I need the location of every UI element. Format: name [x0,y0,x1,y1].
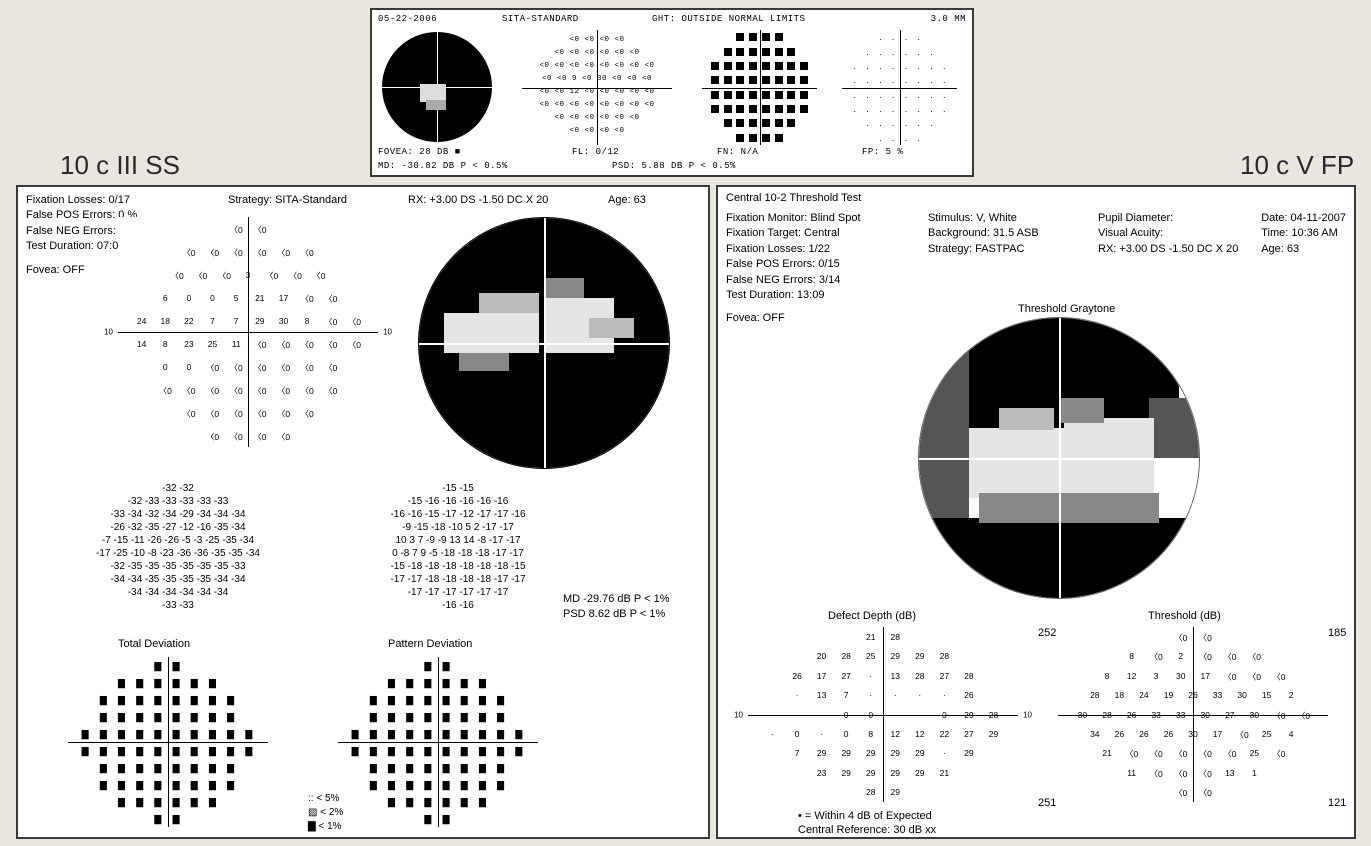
top-graytone [382,32,492,142]
left-title: 10 c III SS [60,150,180,181]
graytone-label: Threshold Graytone [1018,302,1115,317]
pupil: Pupil Diameter: [1098,211,1238,226]
top-fovea: FOVEA: 28 DB ■ [378,147,461,157]
legend-5pct: :: < 5% [308,792,343,806]
left-graytone [418,217,670,469]
left-psd: PSD 8.62 dB P < 1% [563,607,665,622]
sum-tr: 185 [1328,627,1346,639]
test-duration: Test Duration: 13:09 [726,288,861,303]
right-reliability: Fixation Monitor: Blind Spot Fixation Ta… [726,211,861,327]
top-md: MD: -30.82 DB P < 0.5% [378,161,508,171]
top-date: 05-22-2006 [378,14,437,24]
axis-label: 10 [104,328,113,337]
left-md: MD -29.76 dB P < 1% [563,592,670,607]
fp-errors: False POS Errors: 0/15 [726,257,861,272]
visual-acuity: Visual Acuity: [1098,226,1238,241]
dd-label: Defect Depth (dB) [828,609,916,624]
top-summary-panel: 05-22-2006 SITA-STANDARD GHT: OUTSIDE NO… [370,8,974,177]
right-graytone: 10 10 [918,317,1200,599]
left-threshold-grid: 10 10 〈0〈0〈0〈0〈0〈0〈0〈0〈0〈0〈03〈0〈0〈060052… [118,217,378,447]
test-date: Date: 04-11-2007 [1261,211,1346,226]
top-psd: PSD: 5.88 DB P < 0.5% [612,161,736,171]
right-header-right: Pupil Diameter: Visual Acuity: RX: +3.00… [1098,211,1238,257]
left-panel: Fixation Losses: 0/17 False POS Errors: … [16,185,710,839]
right-header-mid: Stimulus: V, White Background: 31.5 ASB … [928,211,1039,257]
right-date-block: Date: 04-11-2007 Time: 10:36 AM Age: 63 [1261,211,1346,257]
top-strategy: SITA-STANDARD [502,14,579,24]
top-scale: 3.0 MM [931,14,966,24]
sum-bl: 251 [1038,797,1056,809]
right-title: 10 c V FP [1240,150,1354,181]
left-age: Age: 63 [608,193,646,208]
prob-legend: :: < 5% ▧ < 2% ▇ < 1% [308,792,343,834]
left-rx: RX: +3.00 DS -1.50 DC X 20 [408,193,548,208]
top-ght: GHT: OUTSIDE NORMAL LIMITS [652,14,805,24]
defect-depth-grid: 10 10 2128202825292928261727·13282728·13… [748,627,1018,802]
legend-2pct: ▧ < 2% [308,806,343,820]
age: Age: 63 [1261,242,1346,257]
strategy: Strategy: FASTPAC [928,242,1039,257]
dd-legend1: • = Within 4 dB of Expected [798,809,932,824]
left-strategy: Strategy: SITA-Standard [228,193,347,208]
top-fl: FL: 0/12 [572,147,619,157]
top-pattern-plot [702,30,817,145]
top-fp: FP: 5 % [862,147,903,157]
stimulus: Stimulus: V, White [928,211,1039,226]
thr-label: Threshold (dB) [1148,609,1221,624]
legend-1pct: ▇ < 1% [308,820,343,834]
top-deviation-plot: ········································… [842,30,957,145]
fix-losses: Fixation Losses: 0/17 [26,193,138,208]
sum-br: 121 [1328,797,1346,809]
total-dev-numeric: -32 -32-32 -33 -33 -33 -33 -33-33 -34 -3… [48,482,308,612]
fix-losses: Fixation Losses: 1/22 [726,242,861,257]
threshold-grid: 〈0〈08〈02〈0〈0〈081233017〈0〈0〈0281824192633… [1058,627,1328,802]
td-label: Total Deviation [118,637,190,652]
right-title-text: Central 10-2 Threshold Test [726,191,861,206]
total-dev-plot: ▇▇▇▇▇▇▇▇▇▇▇▇▇▇▇▇▇▇▇▇▇▇▇▇▇▇▇▇▇▇▇▇▇▇▇▇▇▇▇▇… [68,657,268,827]
pattern-dev-numeric: -15 -15-15 -16 -16 -16 -16 -16-16 -16 -1… [328,482,588,612]
pattern-dev-plot: ▇▇▇▇▇▇▇▇▇▇▇▇▇▇▇▇▇▇▇▇▇▇▇▇▇▇▇▇▇▇▇▇▇▇▇▇▇▇▇▇… [338,657,538,827]
background: Background: 31.5 ASB [928,226,1039,241]
dd-legend2: Central Reference: 30 dB xx [798,823,936,838]
top-fn: FN: N/A [717,147,758,157]
fix-monitor: Fixation Monitor: Blind Spot [726,211,861,226]
fix-target: Fixation Target: Central [726,226,861,241]
rx: RX: +3.00 DS -1.50 DC X 20 [1098,242,1238,257]
right-panel: Central 10-2 Threshold Test Fixation Mon… [716,185,1356,839]
axis-label: 10 [734,710,743,719]
axis-label: 10 [1023,710,1032,719]
axis-label: 10 [383,328,392,337]
top-threshold-grid: <0 <0 <0 <0<0 <0 <0 <0 <0 <0<0 <0 <0 <0 … [522,30,672,145]
fn-errors: False NEG Errors: 3/14 [726,273,861,288]
test-time: Time: 10:36 AM [1261,226,1346,241]
sum-tl: 252 [1038,627,1056,639]
page: 10 c III SS 10 c V FP 05-22-2006 SITA-ST… [0,0,1371,846]
pd-label: Pattern Deviation [388,637,472,652]
fovea-status: Fovea: OFF [726,311,861,326]
